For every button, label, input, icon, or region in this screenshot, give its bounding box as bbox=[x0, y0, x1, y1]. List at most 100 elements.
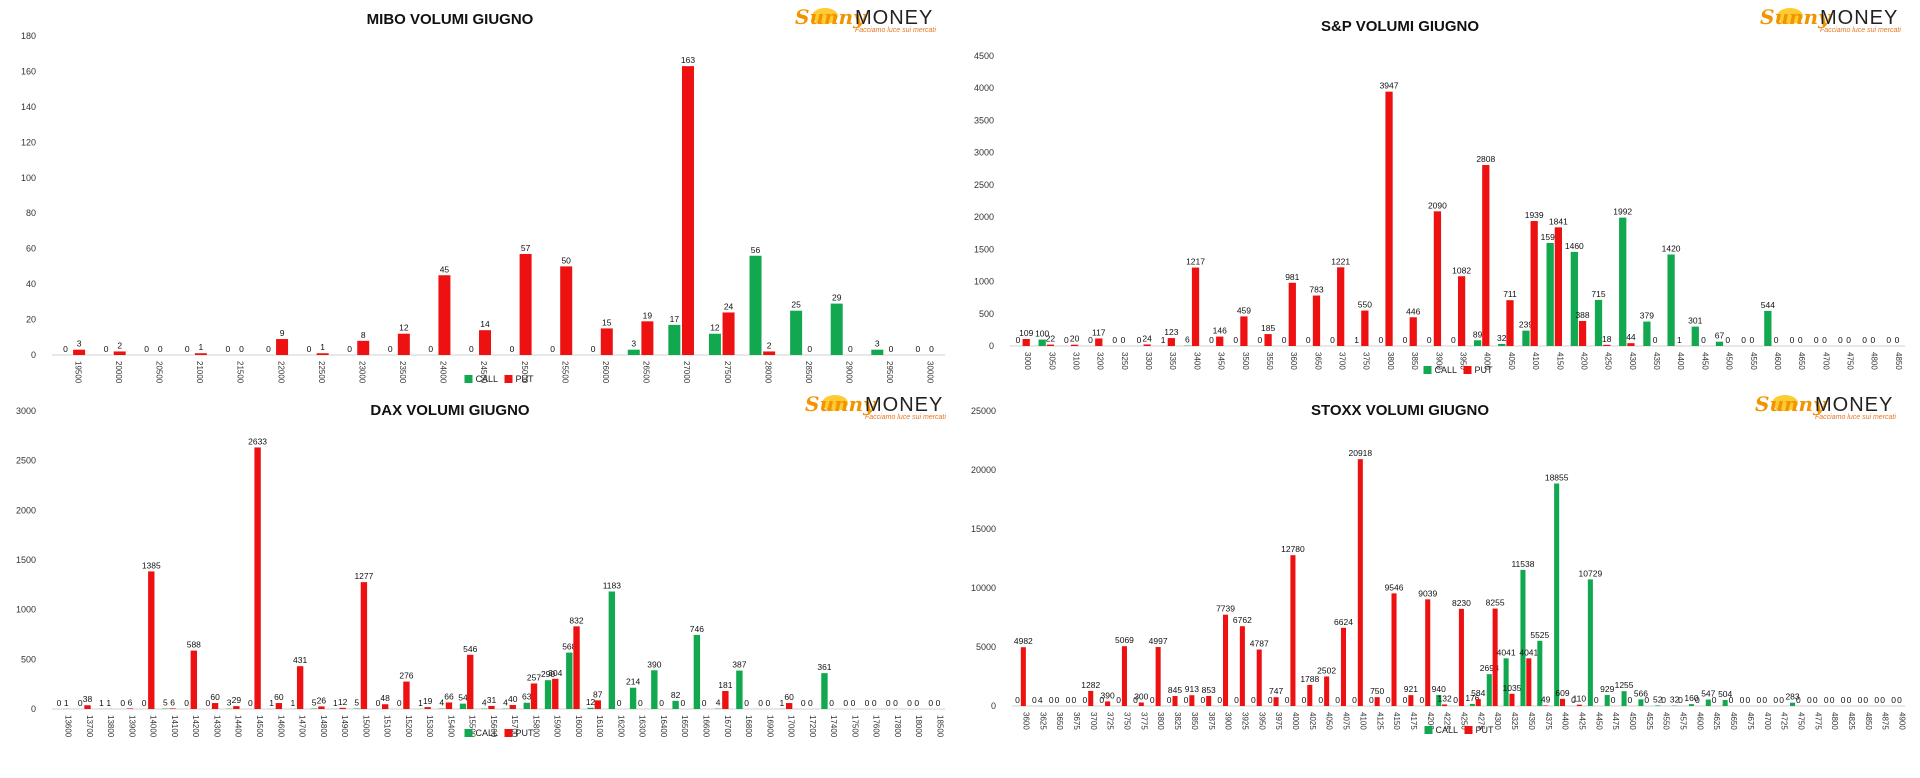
data-label: 18855 bbox=[1545, 473, 1569, 483]
put-bar bbox=[1143, 344, 1151, 346]
put-bar bbox=[1559, 698, 1566, 706]
data-label: 26 bbox=[317, 695, 327, 705]
call-bar bbox=[1473, 340, 1482, 346]
put-bar bbox=[1492, 608, 1498, 706]
data-label: 181 bbox=[718, 680, 732, 690]
x-tick-label: 20000 bbox=[114, 361, 123, 384]
x-tick-label: 4500 bbox=[1725, 352, 1734, 370]
data-label: 3 bbox=[631, 339, 636, 349]
logo-sunny-text: Sunny bbox=[805, 392, 876, 416]
put-bar bbox=[1340, 627, 1347, 706]
x-tick-label: 15400 bbox=[446, 715, 455, 738]
data-label: 4 bbox=[1038, 695, 1043, 705]
x-tick-label: 17000 bbox=[787, 715, 796, 738]
data-label: 1282 bbox=[1081, 680, 1100, 690]
data-label: 52 bbox=[1653, 694, 1663, 704]
x-tick-label: 28000 bbox=[763, 361, 772, 384]
data-label: 0 bbox=[397, 698, 402, 708]
data-label: 0 bbox=[1116, 695, 1121, 705]
data-label: 0 bbox=[807, 344, 812, 354]
data-label: 0 bbox=[1330, 335, 1335, 345]
x-tick-label: 3850 bbox=[1190, 712, 1199, 730]
x-tick-label: 4900 bbox=[1898, 712, 1907, 730]
data-label: 0 bbox=[1302, 695, 1307, 705]
data-label: 1 bbox=[1161, 335, 1166, 345]
data-label: 715 bbox=[1591, 289, 1605, 299]
data-label: 588 bbox=[187, 640, 201, 650]
x-tick-label: 17400 bbox=[829, 715, 838, 738]
data-label: 0 bbox=[388, 344, 393, 354]
data-label: 0 bbox=[104, 344, 109, 354]
y-tick-label: 1500 bbox=[16, 555, 36, 565]
data-label: 304 bbox=[548, 668, 562, 678]
x-tick-label: 3100 bbox=[1071, 352, 1080, 370]
put-bar bbox=[357, 340, 370, 355]
data-label: 2633 bbox=[248, 436, 267, 446]
data-label: 1 bbox=[780, 698, 785, 708]
data-label: 6 bbox=[128, 697, 133, 707]
data-label: 2 bbox=[117, 340, 122, 350]
data-label: 0 bbox=[1049, 695, 1054, 705]
call-bar bbox=[1498, 343, 1506, 346]
x-tick-label: 4800 bbox=[1830, 712, 1839, 730]
data-label: 32 bbox=[1670, 695, 1680, 705]
data-label: 117 bbox=[1092, 327, 1106, 337]
put-bar bbox=[1458, 608, 1464, 706]
put-bar bbox=[84, 705, 91, 709]
data-label: 0 bbox=[929, 344, 934, 354]
data-label: 1 bbox=[291, 698, 296, 708]
data-label: 66 bbox=[444, 691, 454, 701]
y-tick-label: 10000 bbox=[971, 583, 996, 593]
put-bar bbox=[1020, 647, 1026, 706]
x-tick-label: 4150 bbox=[1392, 712, 1401, 730]
chart-title: DAX VOLUMI GIUGNO bbox=[370, 402, 530, 419]
y-tick-label: 20 bbox=[26, 315, 36, 325]
data-label: 584 bbox=[1471, 688, 1485, 698]
call-bar bbox=[523, 702, 530, 709]
call-bar bbox=[830, 303, 843, 355]
y-tick-label: 3500 bbox=[974, 115, 994, 125]
x-tick-label: 4450 bbox=[1700, 352, 1709, 370]
x-tick-label: 16400 bbox=[659, 715, 668, 738]
data-label: 0 bbox=[1594, 695, 1599, 705]
data-label: 504 bbox=[1718, 689, 1732, 699]
data-label: 8 bbox=[361, 330, 366, 340]
data-label: 8230 bbox=[1452, 598, 1471, 608]
put-bar bbox=[1433, 211, 1442, 346]
x-tick-label: 14000 bbox=[149, 715, 158, 738]
data-label: 6 bbox=[1185, 335, 1190, 345]
legend-put-swatch bbox=[1463, 366, 1472, 374]
call-bar bbox=[1621, 691, 1627, 706]
data-label: 0 bbox=[914, 698, 919, 708]
data-label: 4787 bbox=[1250, 639, 1269, 649]
y-tick-label: 0 bbox=[31, 350, 36, 360]
logo-money-text: MONEY bbox=[855, 7, 933, 29]
data-label: 1277 bbox=[354, 571, 373, 581]
legend-put-swatch bbox=[1464, 726, 1473, 734]
x-tick-label: 3050 bbox=[1047, 352, 1056, 370]
data-label: 4 bbox=[503, 698, 508, 708]
x-tick-label: 4275 bbox=[1476, 712, 1485, 730]
x-tick-label: 3550 bbox=[1265, 352, 1274, 370]
logo-sunny-text: Sunny bbox=[795, 5, 866, 29]
data-label: 12 bbox=[338, 697, 348, 707]
x-tick-label: 3500 bbox=[1241, 352, 1250, 370]
data-label: 566 bbox=[1634, 688, 1648, 698]
put-bar bbox=[681, 66, 694, 355]
put-bar bbox=[1070, 344, 1079, 346]
put-bar bbox=[1506, 300, 1514, 346]
put-bar bbox=[381, 704, 389, 709]
data-label: 25 bbox=[791, 300, 801, 310]
data-label: 176 bbox=[1465, 693, 1479, 703]
data-label: 0 bbox=[1209, 335, 1214, 345]
data-label: 853 bbox=[1202, 685, 1216, 695]
data-label: 1183 bbox=[603, 580, 622, 590]
data-label: 0 bbox=[843, 698, 848, 708]
put-bar bbox=[1530, 221, 1538, 346]
legend-call-swatch bbox=[464, 375, 473, 383]
x-tick-label: 4050 bbox=[1325, 712, 1334, 730]
data-label: 163 bbox=[681, 55, 695, 65]
data-label: 0 bbox=[1032, 695, 1037, 705]
put-bar bbox=[1357, 459, 1363, 706]
data-label: 0 bbox=[1121, 335, 1126, 345]
